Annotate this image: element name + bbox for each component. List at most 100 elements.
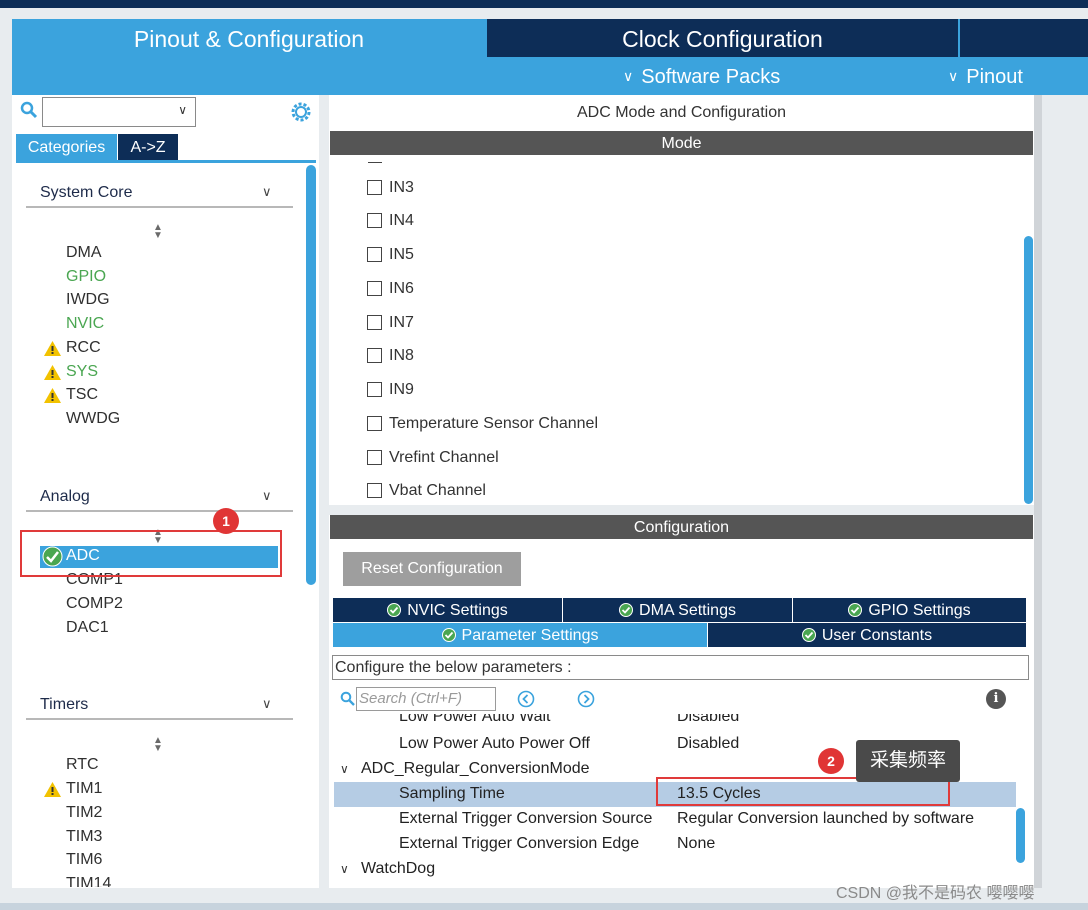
param-value: None	[677, 835, 716, 852]
tab-clock-configuration[interactable]: Clock Configuration	[487, 19, 958, 57]
software-packs-menu[interactable]: ∨ Software Packs	[623, 59, 780, 93]
clipped-checkbox	[368, 160, 382, 163]
checkbox-temperature-sensor[interactable]	[367, 416, 382, 431]
config-hint-text: Configure the below parameters :	[332, 655, 1029, 680]
chevron-down-icon: ∨	[178, 103, 187, 117]
tab-label: Parameter Settings	[461, 627, 599, 644]
param-group-row[interactable]: ∨ ADC_Regular_ConversionMode	[334, 757, 1016, 782]
gear-icon[interactable]	[289, 100, 313, 124]
tab-categories[interactable]: Categories	[16, 134, 117, 160]
sort-icon[interactable]: ▲ ▼	[153, 735, 163, 754]
left-scrollbar[interactable]	[306, 165, 316, 585]
bottom-border	[0, 903, 1088, 910]
sidebar-item-rcc[interactable]: RCC	[66, 339, 101, 356]
chevron-down-icon[interactable]: ∨	[262, 184, 272, 199]
tab-pinout-configuration[interactable]: Pinout & Configuration	[12, 19, 486, 57]
reset-configuration-button[interactable]: Reset Configuration	[343, 552, 521, 586]
sidebar-item-dac1[interactable]: DAC1	[66, 619, 109, 636]
check-circle-icon	[619, 603, 634, 617]
mode-panel-title: ADC Mode and Configuration	[576, 104, 786, 121]
main-header: Pinout & Configuration Clock Configurati…	[12, 19, 1088, 95]
splitter[interactable]	[1034, 95, 1042, 888]
category-search-dropdown[interactable]: ∨	[42, 97, 196, 127]
pinout-menu[interactable]: ∨ Pinout	[948, 59, 1023, 93]
sort-icon[interactable]: ▲ ▼	[153, 527, 163, 546]
checkbox-in7[interactable]	[367, 315, 382, 330]
next-match-icon[interactable]	[577, 690, 595, 708]
search-icon[interactable]	[340, 691, 355, 706]
sidebar-item-tim6[interactable]: TIM6	[66, 851, 103, 868]
tab-user-constants[interactable]: User Constants	[708, 623, 1026, 647]
tab-underline	[16, 160, 316, 163]
divider	[26, 718, 293, 720]
warning-icon	[44, 341, 61, 356]
table-row-selected[interactable]: Sampling Time 13.5 Cycles	[334, 782, 1016, 807]
annotation-tooltip: 采集频率	[856, 740, 960, 782]
sort-icon[interactable]: ▲ ▼	[153, 222, 163, 241]
tab-overflow[interactable]	[960, 19, 1088, 57]
checkbox-in3[interactable]	[367, 180, 382, 195]
chevron-down-icon[interactable]: ∨	[340, 862, 349, 876]
checkbox-in4[interactable]	[367, 213, 382, 228]
group-analog[interactable]: Analog	[40, 488, 90, 505]
table-row[interactable]: Low Power Auto Wait Disabled	[334, 714, 1016, 730]
checkbox-in5[interactable]	[367, 247, 382, 262]
search-icon[interactable]	[20, 101, 38, 119]
checkbox-in8[interactable]	[367, 348, 382, 363]
sidebar-item-tim1[interactable]: TIM1	[66, 780, 103, 797]
param-value: Regular Conversion launched by software	[677, 810, 975, 827]
param-name: External Trigger Conversion Source	[399, 810, 653, 827]
checkbox-in6[interactable]	[367, 281, 382, 296]
checkbox-vbat[interactable]	[367, 483, 382, 498]
parameter-list: Low Power Auto Wait Disabled Low Power A…	[334, 714, 1016, 888]
sidebar-item-iwdg[interactable]: IWDG	[66, 291, 110, 308]
param-value: Disabled	[677, 714, 740, 725]
previous-match-icon[interactable]	[517, 690, 535, 708]
tab-label: DMA Settings	[639, 602, 736, 619]
table-row[interactable]: External Trigger Conversion Edge None	[334, 832, 1016, 857]
checkbox-in9[interactable]	[367, 382, 382, 397]
step-badge: 1	[213, 508, 239, 534]
sidebar-item-sys[interactable]: SYS	[66, 363, 99, 380]
group-timers[interactable]: Timers	[40, 696, 89, 713]
parameter-search-input[interactable]: Search (Ctrl+F)	[356, 687, 496, 711]
channel-label: IN5	[389, 246, 414, 263]
sidebar-item-rtc[interactable]: RTC	[66, 756, 99, 773]
param-name: Low Power Auto Wait	[399, 714, 551, 725]
sidebar-item-comp2[interactable]: COMP2	[66, 595, 123, 612]
chevron-down-icon[interactable]: ∨	[262, 696, 272, 711]
sidebar-item-wwdg[interactable]: WWDG	[66, 410, 121, 427]
mode-scrollbar[interactable]	[1024, 236, 1033, 504]
sidebar-item-tim2[interactable]: TIM2	[66, 804, 103, 821]
checkbox-vrefint[interactable]	[367, 450, 382, 465]
param-value: Disabled	[677, 735, 740, 752]
chevron-down-icon[interactable]: ∨	[262, 488, 272, 503]
divider	[26, 510, 293, 512]
channel-label: Vrefint Channel	[389, 449, 499, 466]
sidebar-item-tim3[interactable]: TIM3	[66, 828, 103, 845]
chevron-down-icon: ∨	[623, 68, 634, 84]
tab-gpio-settings[interactable]: GPIO Settings	[793, 598, 1026, 622]
sidebar-item-gpio[interactable]: GPIO	[66, 268, 107, 285]
sidebar-item-dma[interactable]: DMA	[66, 244, 102, 261]
chevron-down-icon: ∨	[948, 68, 959, 84]
param-value[interactable]: 13.5 Cycles	[677, 785, 761, 802]
categories-panel	[12, 95, 319, 888]
tab-parameter-settings[interactable]: Parameter Settings	[333, 623, 707, 647]
sidebar-item-tsc[interactable]: TSC	[66, 386, 98, 403]
step-badge: 2	[818, 748, 844, 774]
table-row[interactable]: Low Power Auto Power Off Disabled	[334, 732, 1016, 757]
sidebar-item-tim14[interactable]: TIM14	[66, 875, 112, 887]
param-group-row[interactable]: ∨ WatchDog	[334, 857, 1016, 882]
group-system-core[interactable]: System Core	[40, 184, 133, 201]
tab-dma-settings[interactable]: DMA Settings	[563, 598, 792, 622]
tab-a-to-z[interactable]: A->Z	[118, 134, 178, 160]
table-row[interactable]: External Trigger Conversion Source Regul…	[334, 807, 1016, 832]
tab-nvic-settings[interactable]: NVIC Settings	[333, 598, 562, 622]
parameter-scrollbar[interactable]	[1016, 808, 1025, 863]
sidebar-item-nvic[interactable]: NVIC	[66, 315, 105, 332]
sidebar-item-adc[interactable]	[40, 546, 278, 568]
chevron-down-icon[interactable]: ∨	[340, 762, 349, 776]
param-name: External Trigger Conversion Edge	[399, 835, 640, 852]
info-icon[interactable]: i	[986, 689, 1006, 709]
